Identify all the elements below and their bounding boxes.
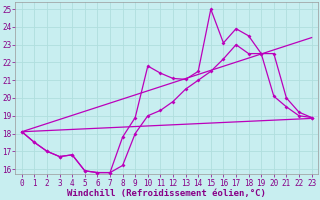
X-axis label: Windchill (Refroidissement éolien,°C): Windchill (Refroidissement éolien,°C)	[67, 189, 266, 198]
